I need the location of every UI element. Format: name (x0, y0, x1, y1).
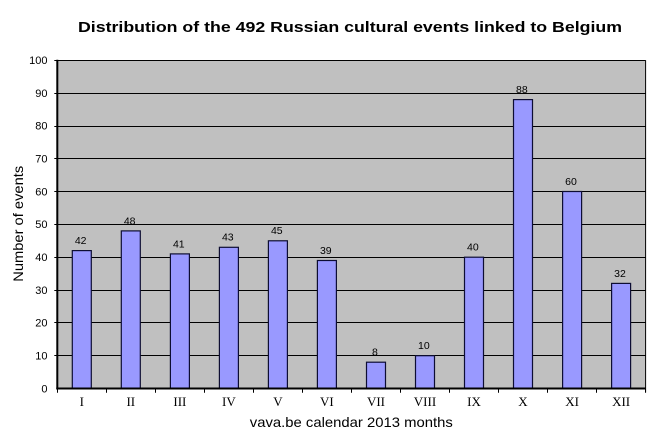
svg-text:90: 90 (35, 88, 47, 100)
svg-text:39: 39 (320, 245, 332, 257)
svg-text:8: 8 (372, 347, 378, 359)
svg-text:vava.be calendar 2013 months: vava.be calendar 2013 months (250, 414, 453, 430)
svg-text:48: 48 (124, 215, 136, 227)
svg-text:VI: VI (320, 394, 334, 409)
svg-text:80: 80 (35, 121, 47, 133)
svg-text:IV: IV (222, 394, 236, 409)
svg-text:40: 40 (35, 252, 47, 264)
svg-text:VII: VII (367, 394, 385, 409)
svg-text:100: 100 (29, 55, 47, 67)
svg-text:42: 42 (75, 235, 87, 247)
svg-text:Distribution of the 492 Russia: Distribution of the 492 Russian cultural… (78, 19, 622, 36)
svg-text:40: 40 (467, 242, 479, 254)
svg-text:70: 70 (35, 154, 47, 166)
svg-text:32: 32 (614, 268, 626, 280)
svg-text:41: 41 (173, 238, 185, 250)
svg-text:Number of events: Number of events (10, 166, 26, 282)
svg-text:60: 60 (35, 186, 47, 198)
svg-text:30: 30 (35, 285, 47, 297)
svg-text:10: 10 (35, 351, 47, 363)
svg-text:88: 88 (516, 84, 528, 96)
svg-text:0: 0 (41, 383, 47, 395)
svg-text:X: X (518, 394, 528, 409)
svg-text:IX: IX (467, 394, 481, 409)
svg-text:V: V (273, 394, 283, 409)
svg-text:XII: XII (612, 394, 630, 409)
svg-text:50: 50 (35, 219, 47, 231)
svg-text:III: III (173, 394, 186, 409)
svg-text:60: 60 (565, 176, 577, 188)
svg-text:II: II (126, 394, 135, 409)
svg-text:10: 10 (418, 340, 430, 352)
svg-text:45: 45 (271, 225, 283, 237)
svg-text:43: 43 (222, 232, 234, 244)
svg-text:I: I (80, 394, 84, 409)
svg-text:20: 20 (35, 318, 47, 330)
svg-text:VIII: VIII (414, 394, 436, 409)
svg-text:XI: XI (565, 394, 579, 409)
